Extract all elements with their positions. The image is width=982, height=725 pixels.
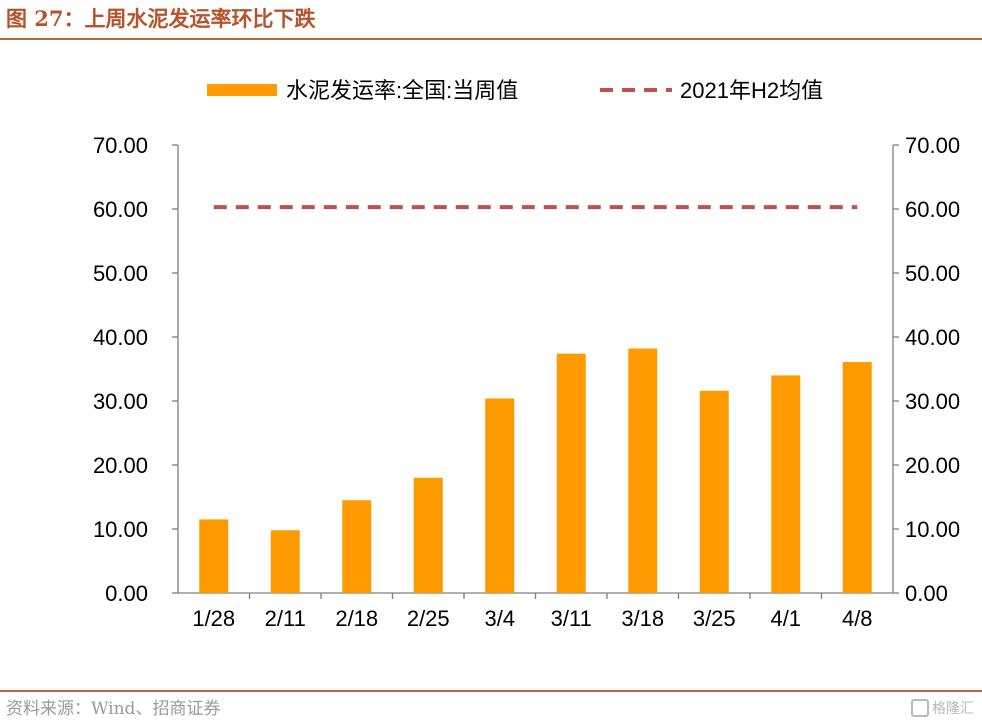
bar bbox=[556, 353, 586, 593]
y-tick-label-left: 40.00 bbox=[93, 325, 148, 350]
watermark: 格隆汇 bbox=[911, 698, 974, 720]
legend: 水泥发运率:全国:当周值 2021年H2均值 bbox=[207, 78, 823, 103]
y-tick-label-left: 20.00 bbox=[93, 453, 148, 478]
y-tick-label-right: 50.00 bbox=[905, 261, 960, 286]
y-tick-label-right: 20.00 bbox=[905, 453, 960, 478]
x-tick-label: 1/28 bbox=[192, 606, 235, 631]
x-tick-label: 2/11 bbox=[265, 606, 306, 631]
x-tick-label: 2/18 bbox=[335, 606, 378, 631]
y-axis-right-tick-labels: 0.00 10.00 20.00 30.00 40.00 50.00 60.00 70.00 bbox=[905, 133, 960, 606]
x-tick-label: 3/18 bbox=[621, 606, 664, 631]
watermark-logo-icon bbox=[911, 699, 929, 717]
bar bbox=[413, 477, 443, 593]
y-tick-label-right: 30.00 bbox=[905, 389, 960, 414]
x-axis-tick-labels: 1/28 2/11 2/18 2/25 3/4 3/11 3/18 3/25 4/1 4/8 bbox=[192, 606, 872, 631]
x-tick-label: 4/8 bbox=[842, 606, 873, 631]
y-tick-label-right: 70.00 bbox=[905, 133, 960, 158]
bar-series bbox=[199, 348, 872, 593]
bar bbox=[771, 375, 801, 593]
bar bbox=[199, 519, 229, 593]
bar bbox=[485, 398, 515, 593]
y-tick-label-left: 50.00 bbox=[93, 261, 148, 286]
legend-line-label: 2021年H2均值 bbox=[680, 78, 823, 103]
y-tick-label-left: 30.00 bbox=[93, 389, 148, 414]
y-tick-label-left: 70.00 bbox=[93, 133, 148, 158]
y-tick-label-left: 60.00 bbox=[93, 197, 148, 222]
y-tick-label-left: 10.00 bbox=[93, 517, 148, 542]
x-tick-label: 3/25 bbox=[693, 606, 736, 631]
bar bbox=[842, 361, 872, 593]
x-tick-label: 3/4 bbox=[484, 606, 515, 631]
x-tick-label: 4/1 bbox=[770, 606, 801, 631]
y-axis-left-tick-labels: 0.00 10.00 20.00 30.00 40.00 50.00 60.00 70.00 bbox=[93, 133, 148, 606]
y-tick-label-left: 0.00 bbox=[105, 581, 148, 606]
x-tick-label: 3/11 bbox=[551, 606, 592, 631]
watermark-text: 格隆汇 bbox=[932, 701, 974, 717]
y-tick-label-right: 40.00 bbox=[905, 325, 960, 350]
footer-divider bbox=[0, 690, 982, 692]
bar bbox=[628, 348, 658, 593]
legend-bar-label: 水泥发运率:全国:当周值 bbox=[286, 78, 518, 103]
bar bbox=[270, 530, 300, 593]
source-note: 资料来源：Wind、招商证券 bbox=[6, 699, 221, 719]
legend-bar-swatch bbox=[207, 84, 277, 96]
figure-title: 图 27：上周水泥发运率环比下跌 bbox=[6, 6, 316, 31]
bar bbox=[342, 500, 372, 593]
chart: 水泥发运率:全国:当周值 2021年H2均值 0.00 10.00 20.00 30.… bbox=[93, 78, 960, 631]
y-tick-label-right: 60.00 bbox=[905, 197, 960, 222]
y-tick-label-right: 0.00 bbox=[905, 581, 948, 606]
bar bbox=[699, 390, 729, 593]
y-tick-label-right: 10.00 bbox=[905, 517, 960, 542]
x-tick-label: 2/25 bbox=[407, 606, 450, 631]
title-divider bbox=[0, 38, 982, 40]
